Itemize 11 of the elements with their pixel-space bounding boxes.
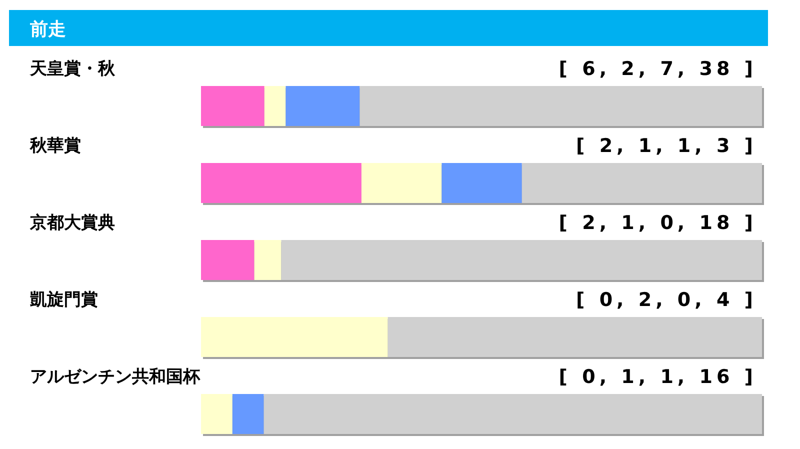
text: 前走 xyxy=(29,19,66,40)
y-tick-label: 天皇賞・秋 xyxy=(29,59,116,79)
annotation: [ 0, 2, 0, 4 ] xyxy=(576,289,757,311)
annotation: [ 2, 1, 0, 18 ] xyxy=(558,212,757,234)
y-tick-label: 凱旋門賞 xyxy=(29,290,98,310)
y-tick-label: 京都大賞典 xyxy=(29,213,115,233)
annotation: [ 0, 1, 1, 16 ] xyxy=(558,366,757,388)
annotation: [ 2, 1, 1, 3 ] xyxy=(576,135,757,157)
y-tick-label: アルゼンチン共和国杯 xyxy=(30,367,201,387)
y-tick-label: 秋華賞 xyxy=(29,136,81,156)
annotation: [ 6, 2, 7, 38 ] xyxy=(558,58,757,80)
